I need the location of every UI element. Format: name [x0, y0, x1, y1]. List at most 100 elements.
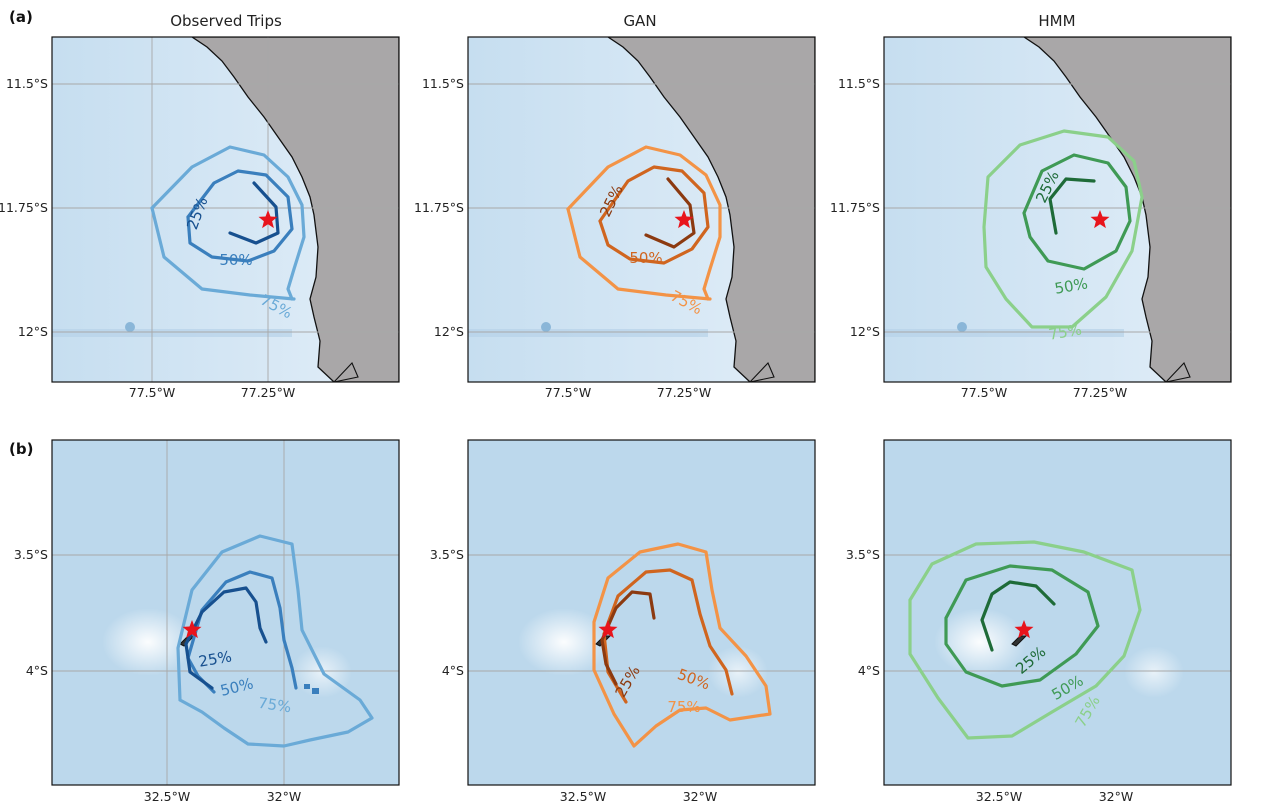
lat-tick-label: 11.75°S: [0, 200, 48, 215]
contour-50: [186, 570, 298, 690]
column-title-hmm: HMM: [1038, 12, 1075, 30]
contour-75: [566, 207, 712, 301]
island: [749, 362, 775, 382]
contour-25: [980, 580, 1056, 652]
ocean-feature: [1124, 646, 1184, 698]
lat-tick-label: 11.75°S: [414, 200, 464, 215]
lat-tick-label: 4°S: [858, 663, 880, 678]
contour-fragment: [312, 688, 319, 694]
ocean-feature: [102, 608, 194, 676]
colony-star-marker: [258, 210, 278, 229]
map-contents: 25%50%75%: [468, 37, 815, 382]
colony-star-marker: [1090, 210, 1110, 229]
map-contents: 25%50%75%: [468, 440, 815, 785]
ocean-feature: [934, 608, 1026, 676]
lat-tick-label: 3.5°S: [14, 547, 48, 562]
contour-25: [600, 638, 618, 686]
ocean-feature: [708, 646, 768, 698]
contour-50: [602, 568, 734, 696]
ocean-feature: [518, 608, 610, 676]
contour-75: [150, 145, 306, 301]
map-frame: [883, 36, 1232, 383]
column-title-gan: GAN: [623, 12, 656, 30]
lon-tick-label: 77.25°W: [657, 385, 711, 400]
lon-tick-label: 77.25°W: [1073, 385, 1127, 400]
map-contents: 25%50%75%: [52, 37, 399, 382]
lon-tick-label: 32.5°W: [144, 789, 190, 804]
contour-25: [228, 181, 280, 245]
lon-tick-label: 32°W: [1099, 789, 1134, 804]
lat-tick-label: 3.5°S: [430, 547, 464, 562]
contour-75: [982, 129, 1144, 329]
contour-25: [1048, 177, 1096, 235]
lon-tick-label: 77.5°W: [129, 385, 175, 400]
map-panel-a-0: 25%50%75%: [51, 36, 400, 383]
colony-star-marker: [598, 620, 618, 639]
contour-label-25: 25%: [197, 647, 233, 671]
lat-tick-label: 11.5°S: [838, 76, 880, 91]
map-frame: [51, 36, 400, 383]
contour-50: [944, 564, 1100, 688]
column-title-observed: Observed Trips: [170, 12, 282, 30]
contour-label-50: 50%: [219, 251, 252, 269]
map-panel-b-1: 25% 50%75%: [467, 439, 816, 786]
contour-25: [184, 642, 214, 690]
contour-label-50: 50%: [629, 249, 662, 267]
map-contents: 25%50%75%: [884, 37, 1231, 382]
ocean: [468, 440, 815, 785]
map-frame: [51, 439, 400, 786]
map-frame: [883, 439, 1232, 786]
contour-75: [592, 542, 772, 748]
map-panel-b-2: 25%50%75%: [883, 439, 1232, 786]
lat-tick-label: 4°S: [26, 663, 48, 678]
ocean-band: [884, 329, 1124, 337]
contour-75: [150, 206, 296, 301]
contour-50: [602, 632, 628, 704]
row-label-b: (b): [9, 440, 33, 458]
colony-star-marker: [1014, 620, 1034, 639]
lon-tick-label: 77.25°W: [241, 385, 295, 400]
contour-75: [176, 534, 374, 748]
lon-tick-label: 32°W: [267, 789, 302, 804]
contour-fragment: [304, 684, 310, 689]
contour-50: [186, 169, 294, 263]
row-label-a: (a): [9, 8, 33, 26]
lat-tick-label: 11.5°S: [422, 76, 464, 91]
map-frame: [467, 36, 816, 383]
island: [1165, 362, 1191, 382]
ocean-band: [52, 329, 292, 337]
ocean-feature: [125, 322, 135, 332]
contour-label-75: 75%: [257, 694, 293, 716]
ocean-feature: [541, 322, 551, 332]
contour-label-75: 75%: [1047, 320, 1083, 344]
map-panel-a-1: 25%50%75%: [467, 36, 816, 383]
contour-75: [566, 145, 722, 301]
contour-25: [644, 177, 696, 249]
lat-tick-label: 12°S: [434, 324, 464, 339]
lon-tick-label: 32°W: [683, 789, 718, 804]
lat-tick-label: 11.75°S: [830, 200, 880, 215]
map-contents: 25%50%75%: [52, 440, 399, 785]
lon-tick-label: 77.5°W: [961, 385, 1007, 400]
map-contents: 25%50%75%: [884, 440, 1231, 785]
contour-50: [1022, 153, 1132, 271]
colony-star-marker: [182, 620, 202, 639]
contour-label-50: 50%: [1053, 274, 1089, 298]
map-panel-a-2: 25%50%75%: [883, 36, 1232, 383]
lon-tick-label: 32.5°W: [976, 789, 1022, 804]
lat-tick-label: 4°S: [442, 663, 464, 678]
contour-25: [600, 590, 656, 642]
island: [333, 362, 359, 382]
lon-tick-label: 32.5°W: [560, 789, 606, 804]
contour-75: [908, 540, 1142, 740]
ocean: [884, 440, 1231, 785]
lat-tick-label: 11.5°S: [6, 76, 48, 91]
lat-tick-label: 12°S: [850, 324, 880, 339]
lon-tick-label: 77.5°W: [545, 385, 591, 400]
colony-star-marker: [674, 210, 694, 229]
lat-tick-label: 3.5°S: [846, 547, 880, 562]
island: [1011, 635, 1028, 647]
contour-25: [184, 586, 268, 646]
lat-tick-label: 12°S: [18, 324, 48, 339]
